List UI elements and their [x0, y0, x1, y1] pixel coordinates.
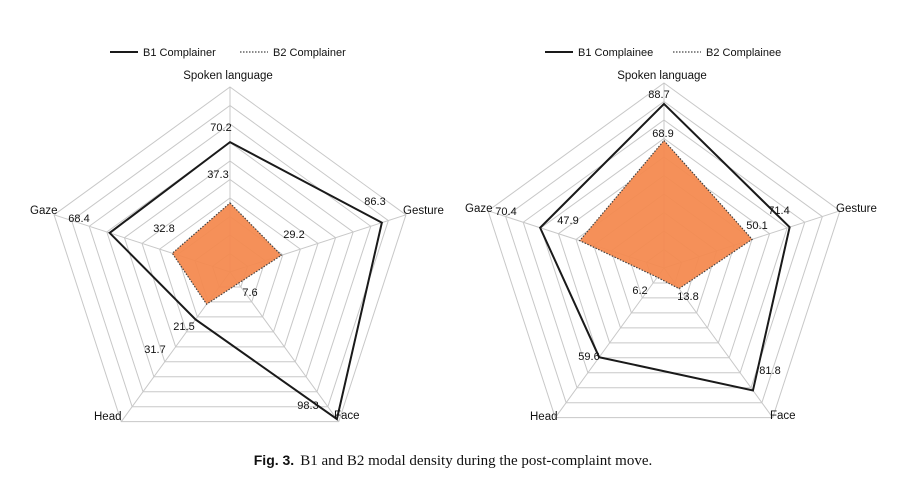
axis-label-gaze: Gaze [465, 203, 493, 215]
data-label-b2: 13.8 [677, 291, 698, 303]
data-label-b2: 37.3 [207, 169, 228, 181]
grid-ring [141, 178, 319, 348]
series-b2-area [171, 202, 283, 306]
data-label-b1: 88.7 [648, 89, 669, 101]
axis-label-gaze: Gaze [30, 205, 58, 217]
axis-label-gesture: Gesture [836, 203, 877, 215]
grid-ring [487, 82, 841, 419]
data-label-b2: 68.9 [652, 128, 673, 140]
data-label-b2: 32.8 [153, 223, 174, 235]
data-label-b1: 98.3 [297, 400, 318, 412]
grid-ring [159, 197, 301, 333]
axis-label-gesture: Gesture [403, 205, 444, 217]
axis-spoke [663, 267, 774, 418]
caption-label: Fig. 3. [253, 452, 295, 468]
grid-ring [557, 156, 771, 359]
caption-text: B1 and B2 modal density during the post-… [300, 453, 653, 469]
legend: B1 Complainer B2 Complainer [110, 47, 346, 59]
data-label-b2: 21.5 [173, 321, 194, 333]
axis-label-head: Head [94, 411, 122, 423]
data-label-b2: 50.1 [746, 220, 767, 232]
radar-chart-complainer: Spoken language Gesture Face Head Gaze 70.2 86… [30, 47, 444, 423]
grid-ring [53, 86, 407, 423]
figure-caption: Fig. 3. B1 and B2 modal density during th… [0, 452, 906, 470]
axis-label-face: Face [334, 410, 360, 422]
grid-ring [88, 123, 372, 393]
data-label-b2: 7.6 [242, 287, 257, 299]
data-label-b2: 29.2 [283, 229, 304, 241]
grid-ring [540, 137, 788, 374]
series-b1-line [538, 102, 791, 392]
radar-chart-complainee: Spoken language Gesture Face Head Gaze 88.7 71… [465, 47, 877, 423]
grid-ring [505, 100, 823, 404]
axis-label-spoken-language: Spoken language [183, 70, 273, 82]
legend-label-b1: B1 Complainer [143, 47, 216, 59]
data-label-b1: 70.4 [495, 206, 516, 218]
axis-label-face: Face [770, 410, 796, 422]
data-label-b1: 70.2 [210, 122, 231, 134]
legend-label-b1: B1 Complainee [578, 47, 653, 59]
series-b2-area [578, 139, 754, 290]
data-label-b1: 81.8 [759, 365, 780, 377]
grid-ring [522, 119, 806, 389]
grid-ring [106, 141, 354, 378]
axis-label-spoken-language: Spoken language [617, 70, 707, 82]
data-label-b1: 59.6 [578, 351, 599, 363]
legend: B1 Complainee B2 Complainee [545, 47, 781, 59]
data-label-b2: 47.9 [557, 215, 578, 227]
data-label-b1: 71.4 [768, 205, 789, 217]
axis-spoke [554, 267, 665, 418]
data-label-b2: 6.2 [632, 285, 647, 297]
series-b1-line [108, 140, 383, 421]
axis-spoke [229, 271, 340, 422]
legend-label-b2: B2 Complainee [706, 47, 781, 59]
grid-ring [71, 104, 389, 408]
legend-label-b2: B2 Complainer [273, 47, 346, 59]
grid-ring [123, 160, 337, 363]
data-label-b1: 31.7 [144, 344, 165, 356]
axis-label-head: Head [530, 411, 558, 423]
data-label-b1: 86.3 [364, 196, 385, 208]
data-label-b1: 68.4 [68, 213, 89, 225]
